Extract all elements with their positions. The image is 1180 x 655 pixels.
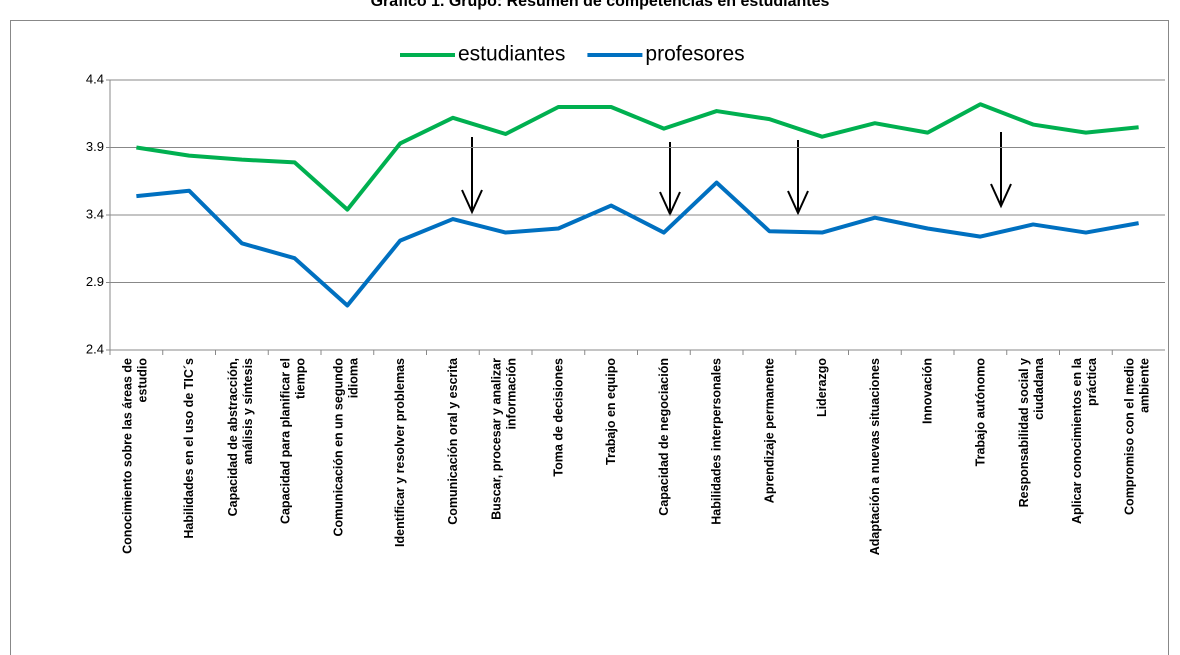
annotation-arrows [461,132,1012,217]
x-tick-label: Trabajo autónomo [973,358,987,467]
arrow-head [990,183,1012,209]
x-tick-label: Aplicar conocimientos en lapráctica [1070,357,1099,524]
chart-title: Gráfico 1. Grupo: Resumen de competencia… [371,0,830,10]
x-tick-label: Trabajo en equipo [604,358,618,465]
x-tick-label: Liderazgo [815,358,829,417]
x-tick-label: Comunicación en un segundoidioma [331,357,360,537]
x-tick-label: Buscar, procesar y analizarinformación [490,358,519,520]
y-tick-label: 3.4 [86,206,104,221]
x-tick-label: Capacidad para planificar eltiempo [279,358,308,524]
x-tick-label: Aprendizaje permanente [762,358,776,503]
legend-label: estudiantes [458,43,565,66]
x-tick-label: Capacidad de abstracción,análisis y sínt… [226,358,255,516]
x-tick-label: Conocimiento sobre las áreas deestudio [120,358,149,554]
x-tick-label: Habilidades en el uso de TIC´s [182,358,196,539]
arrow-head [787,190,809,216]
y-tick-label: 2.4 [86,341,104,356]
chart-border [10,20,1169,655]
x-tick-label: Habilidades interpersonales [710,358,724,525]
y-tick-label: 2.9 [86,274,104,289]
y-tick-label: 4.4 [86,71,104,86]
x-tick-label: Adaptación a nuevas situaciones [868,358,882,555]
x-tick-label: Innovación [921,358,935,424]
x-tick-label: Identificar y resolver problemas [393,358,407,547]
x-tick-label: Compromiso con el medioambiente [1123,358,1152,515]
y-tick-label: 3.9 [86,139,104,154]
legend-label: profesores [645,43,744,66]
arrow-head [461,189,483,215]
series-line [136,102,1139,212]
x-tick-label: Toma de decisiones [551,358,565,477]
series-line [136,180,1139,308]
x-tick-label: Capacidad de negociación [657,358,671,516]
arrow-head [659,191,681,217]
x-tick-label: Comunicación oral y escrita [446,357,460,525]
x-tick-label: Responsabilidad social yciudadana [1017,357,1046,507]
